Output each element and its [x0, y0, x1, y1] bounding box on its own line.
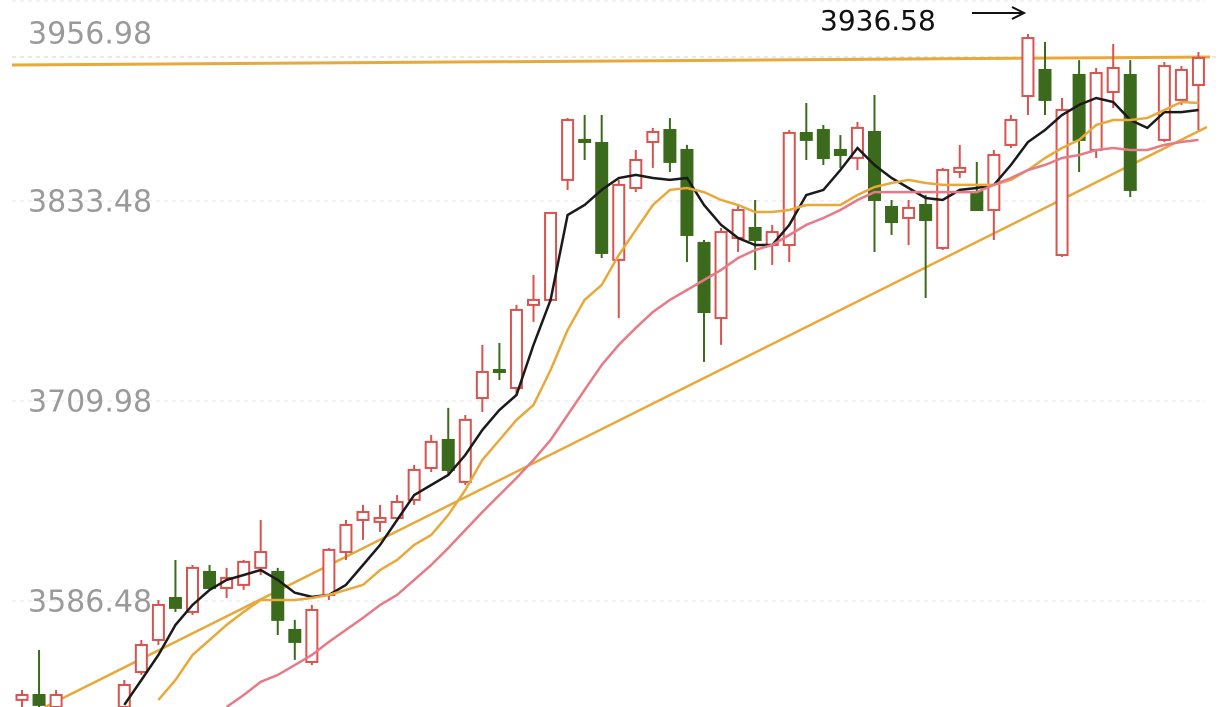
candle-down: [1123, 73, 1137, 191]
candle-up: [850, 126, 864, 160]
candle-down: [288, 628, 302, 643]
moving-average: [123, 96, 1199, 706]
candle-up: [612, 183, 626, 261]
candle-up: [339, 523, 353, 554]
candle-down: [970, 191, 984, 212]
candle-down: [816, 129, 830, 160]
candle-up: [305, 609, 319, 663]
y-tick-label: 3956.98: [28, 17, 152, 52]
annotation: 3936.58: [820, 4, 936, 37]
candle-up: [1089, 72, 1103, 151]
candle-up: [1174, 68, 1188, 101]
candle-up: [1004, 118, 1018, 146]
candle-down: [885, 205, 899, 224]
candle-up: [1157, 65, 1171, 141]
candle-up: [475, 370, 489, 400]
candle-up: [1055, 108, 1069, 257]
candle-up: [254, 551, 268, 569]
candle-up: [458, 418, 472, 483]
candle-up: [1106, 67, 1120, 93]
candle-up: [902, 206, 916, 219]
moving-average: [225, 138, 1199, 707]
y-tick-label: 3833.48: [28, 184, 152, 219]
candle-down: [663, 129, 677, 163]
candle-up: [953, 166, 967, 173]
candle-up: [561, 118, 575, 181]
candle-up: [15, 694, 29, 701]
candle-up: [373, 517, 387, 523]
y-tick-label: 3709.98: [28, 384, 152, 419]
candle-up: [49, 694, 63, 707]
candle-down: [203, 570, 217, 589]
candle-down: [799, 131, 813, 141]
candle-up: [424, 440, 438, 469]
candle-down: [748, 227, 762, 241]
candle-down: [595, 141, 609, 254]
candle-up: [936, 169, 950, 249]
candle-up: [714, 231, 728, 320]
candle-down: [271, 570, 285, 621]
candle-down: [1038, 68, 1052, 101]
candle-up: [407, 468, 421, 501]
candle-up: [186, 566, 199, 613]
candle-up: [134, 643, 148, 674]
candle-down: [441, 438, 455, 471]
candle-up: [356, 511, 370, 521]
candle-down: [680, 148, 694, 236]
y-tick-label: 3586.48: [28, 584, 152, 619]
candle-down: [492, 369, 506, 374]
candle-down: [833, 148, 847, 156]
candle-down: [919, 204, 933, 222]
support-line: [44, 125, 1208, 707]
candle-down: [168, 597, 182, 609]
candle-up: [1021, 37, 1035, 98]
candle-down: [32, 694, 46, 706]
candle-up: [509, 308, 523, 389]
candle-up: [151, 603, 165, 641]
candle-up: [1191, 56, 1205, 87]
annotation-arrow-head: [1011, 6, 1027, 20]
candle-up: [782, 131, 796, 247]
candle-up: [527, 298, 540, 306]
candle-up: [322, 548, 336, 596]
candle-down: [578, 138, 592, 144]
candle-up: [646, 130, 660, 144]
resistance-line: [11, 55, 1211, 67]
